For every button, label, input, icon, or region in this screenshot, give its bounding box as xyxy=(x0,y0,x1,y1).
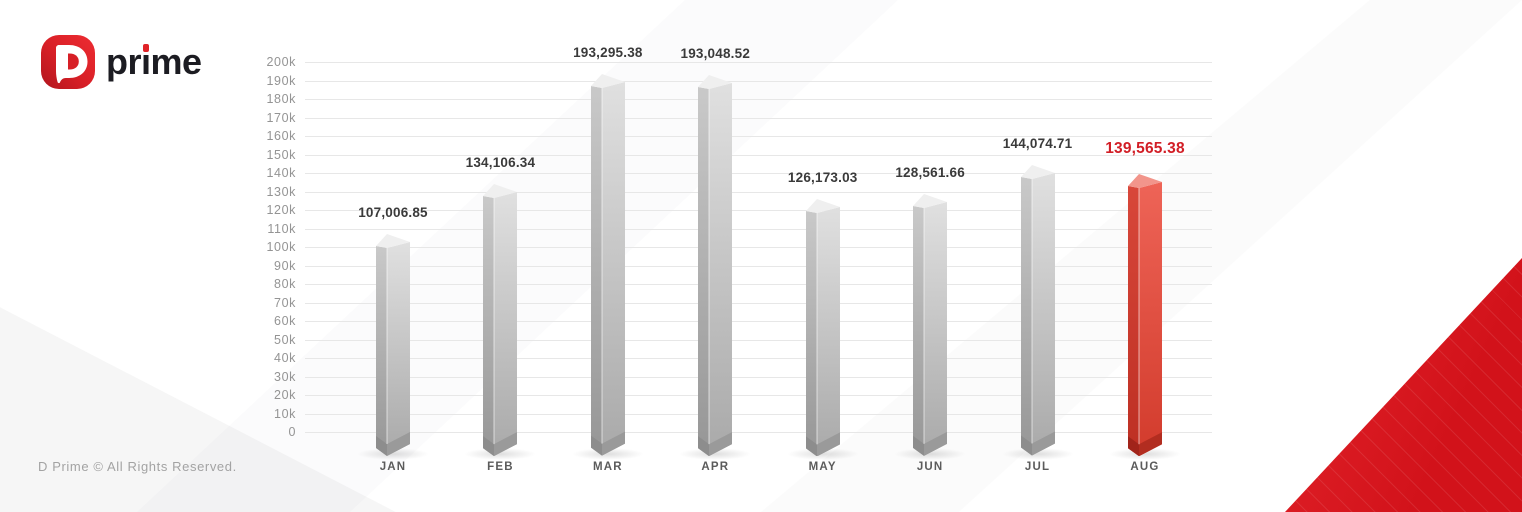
gridline xyxy=(305,117,1212,119)
gridline xyxy=(305,413,1212,415)
value-label-apr: 193,048.52 xyxy=(680,45,751,61)
bar-feb xyxy=(483,183,518,456)
y-tick-label: 10k xyxy=(274,406,296,421)
bar-shadow xyxy=(786,448,859,460)
gridline xyxy=(305,173,1212,174)
y-tick-label: 40k xyxy=(274,351,296,365)
brand-name-part: me xyxy=(150,41,203,82)
y-tick-label: 180k xyxy=(266,92,296,106)
y-axis-tick-labels: 200k 190k 180k 170k 160k 150k 140k 130k 120k 110k… xyxy=(230,55,296,452)
bar-jul xyxy=(1020,165,1055,456)
value-label-mar: 193,295.38 xyxy=(573,45,643,61)
y-tick-label: 110k xyxy=(267,221,296,236)
y-tick-label: 100k xyxy=(266,240,296,254)
gridline xyxy=(305,284,1212,285)
value-label-jul: 144,074.71 xyxy=(1002,136,1073,152)
bar-chart-plot: 107,006.85 JAN 134,106.34 FEB 193,295.38 MAR 1… xyxy=(305,45,1212,473)
brand-name: prıme xyxy=(106,34,202,90)
y-tick-label: 70k xyxy=(274,295,296,310)
gridline xyxy=(305,339,1212,341)
y-tick-label: 170k xyxy=(266,110,296,125)
bar-may xyxy=(805,198,840,456)
bar-aug xyxy=(1128,173,1162,456)
y-tick-label: 50k xyxy=(274,332,296,347)
y-tick-label: 80k xyxy=(274,277,296,291)
value-label-feb: 134,106.34 xyxy=(465,154,536,170)
y-tick-label: 30k xyxy=(274,369,296,384)
bar-jan xyxy=(376,234,410,456)
brand-name-part: pr xyxy=(106,41,142,82)
y-tick-label: 160k xyxy=(266,129,296,143)
gridline xyxy=(305,247,1212,248)
x-axis-label-mar: MAR xyxy=(592,461,623,473)
y-tick-label: 200k xyxy=(266,55,296,69)
y-tick-label: 190k xyxy=(266,73,296,88)
x-axis-label-jul: JUL xyxy=(1024,461,1051,473)
y-tick-label: 60k xyxy=(274,314,296,328)
y-tick-label: 140k xyxy=(266,166,296,180)
bar-shadow xyxy=(357,448,429,460)
bar-shadow xyxy=(679,448,752,460)
y-tick-label: 130k xyxy=(266,184,296,199)
gridline xyxy=(305,154,1212,156)
brand-logo: prıme xyxy=(40,34,202,90)
gridline xyxy=(305,358,1212,359)
bar-shadow xyxy=(894,448,967,460)
gridline xyxy=(305,62,1212,63)
y-tick-label: 150k xyxy=(266,147,296,162)
gridline xyxy=(305,265,1212,267)
bar-mar xyxy=(590,74,625,456)
value-label-may: 126,173.03 xyxy=(787,169,858,185)
y-tick-label: 20k xyxy=(274,388,296,402)
value-label-jan: 107,006.85 xyxy=(358,205,428,221)
x-axis-label-may: MAY xyxy=(808,461,837,473)
gridline xyxy=(305,395,1212,396)
gridline xyxy=(305,80,1212,82)
x-axis-label-jan: JAN xyxy=(379,461,407,473)
copyright-text: D Prime © All Rights Reserved. xyxy=(38,459,237,474)
bar-shadow xyxy=(571,448,644,460)
gridline xyxy=(305,136,1212,137)
gridline xyxy=(305,210,1212,211)
corner-triangle-decoration xyxy=(1285,258,1522,512)
x-axis-label-aug: AUG xyxy=(1130,461,1160,473)
y-tick-label: 120k xyxy=(266,203,296,217)
x-axis-label-feb: FEB xyxy=(487,461,514,473)
gridline xyxy=(305,191,1212,193)
value-label-aug: 139,565.38 xyxy=(1105,139,1185,157)
bar-shadow xyxy=(1001,448,1074,460)
gridline xyxy=(305,432,1212,433)
bar-apr xyxy=(698,74,733,456)
y-tick-label: 90k xyxy=(274,258,296,273)
bar-jun xyxy=(913,194,948,456)
gridline xyxy=(305,228,1212,230)
gridline xyxy=(305,99,1212,100)
gridline xyxy=(305,376,1212,378)
bar-shadow xyxy=(464,448,537,460)
x-axis-label-apr: APR xyxy=(701,461,730,473)
d-logo-icon xyxy=(41,35,95,89)
value-label-jun: 128,561.66 xyxy=(895,165,965,181)
y-tick-label: 0 xyxy=(288,425,296,439)
x-axis-label-jun: JUN xyxy=(916,461,944,473)
gridline xyxy=(305,321,1212,322)
brand-name-i-red-dot: ı xyxy=(141,34,151,90)
bar-shadow xyxy=(1109,448,1181,460)
gridline xyxy=(305,302,1212,304)
